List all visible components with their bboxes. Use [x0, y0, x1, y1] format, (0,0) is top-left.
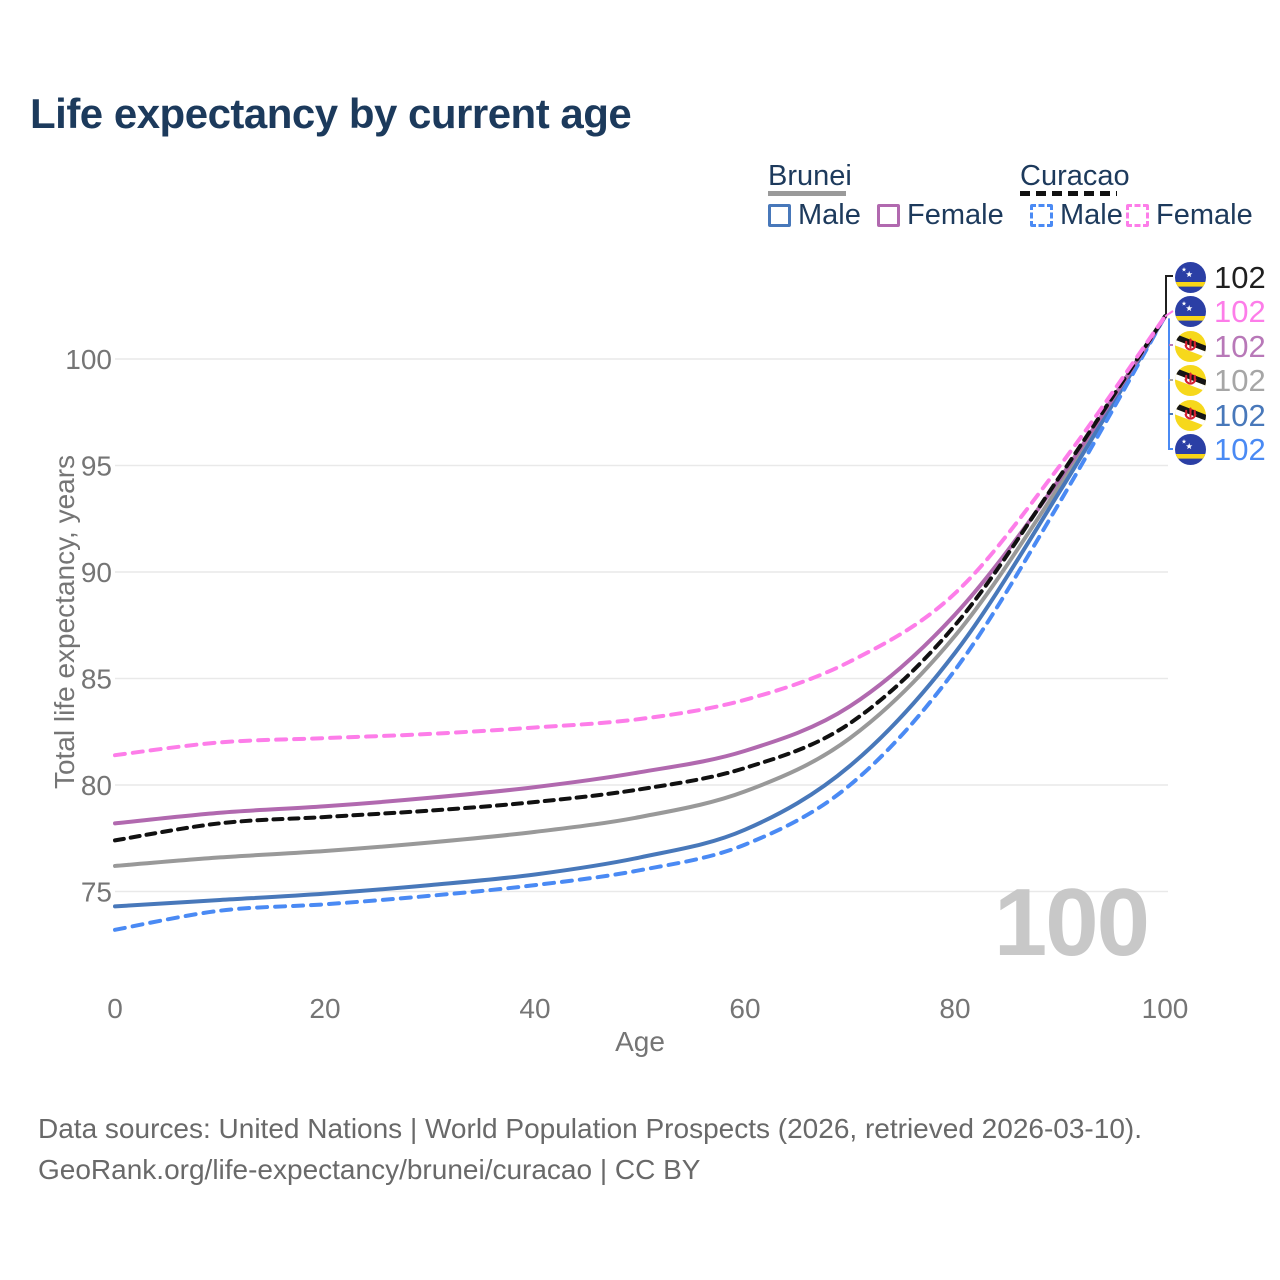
footer-attribution-line: GeoRank.org/life-expectancy/brunei/curac…	[38, 1154, 701, 1185]
end-label-value: 102	[1214, 293, 1266, 329]
brunei-flag-icon	[1175, 365, 1206, 396]
brunei-male-swatch-icon	[768, 204, 791, 227]
svg-text:90: 90	[81, 557, 112, 588]
end-label-row: 102	[1175, 433, 1266, 465]
svg-text:85: 85	[81, 664, 112, 695]
legend-group-brunei[interactable]: Brunei	[768, 160, 852, 192]
curacao-flag-icon	[1175, 296, 1206, 327]
legend-item-curacao-female[interactable]: Female	[1126, 199, 1253, 232]
svg-text:95: 95	[81, 451, 112, 482]
svg-text:0: 0	[107, 993, 123, 1024]
legend-item-label: Male	[798, 199, 861, 231]
svg-text:80: 80	[81, 770, 112, 801]
legend-item-brunei-female[interactable]: Female	[877, 199, 1004, 232]
legend-item-label: Female	[907, 199, 1004, 231]
curacao-male-swatch-icon	[1030, 204, 1053, 227]
brunei-female-swatch-icon	[877, 204, 900, 227]
legend-group-curacao[interactable]: Curacao	[1020, 160, 1130, 192]
svg-text:100: 100	[1142, 993, 1189, 1024]
svg-text:75: 75	[81, 877, 112, 908]
legend-item-curacao-male[interactable]: Male	[1030, 199, 1123, 232]
curacao-flag-icon	[1175, 434, 1206, 465]
svg-text:40: 40	[519, 993, 550, 1024]
end-label-value: 102	[1214, 397, 1266, 433]
series-line	[113, 314, 1167, 758]
end-label-row: 102	[1175, 295, 1266, 327]
curacao-female-swatch-icon	[1126, 204, 1149, 227]
end-label-row: 102	[1175, 399, 1266, 431]
series-line	[113, 314, 1167, 932]
series-line	[113, 314, 1167, 826]
footer-sources-line: Data sources: United Nations | World Pop…	[38, 1113, 1143, 1144]
svg-text:100: 100	[65, 344, 112, 375]
end-label-value: 102	[1214, 259, 1266, 295]
series-line	[113, 314, 1167, 843]
end-label-value: 102	[1214, 362, 1266, 398]
y-axis-title: Total life expectancy, years	[49, 454, 80, 790]
legend-curacao-line-sample	[1020, 191, 1117, 196]
end-label-row: 102	[1175, 330, 1266, 362]
data-sources-footer: Data sources: United Nations | World Pop…	[38, 1108, 1142, 1190]
svg-text:80: 80	[939, 993, 970, 1024]
svg-text:20: 20	[309, 993, 340, 1024]
svg-text:60: 60	[729, 993, 760, 1024]
legend-item-brunei-male[interactable]: Male	[768, 199, 861, 232]
legend-item-label: Male	[1060, 199, 1123, 231]
curacao-flag-icon	[1175, 262, 1206, 293]
series-line	[113, 314, 1167, 909]
watermark-age-value: 100	[993, 869, 1150, 976]
brunei-flag-icon	[1175, 331, 1206, 362]
page-title: Life expectancy by current age	[30, 90, 632, 137]
end-label-value: 102	[1214, 431, 1266, 467]
x-axis-title: Age	[615, 1026, 665, 1057]
end-label-value: 102	[1214, 328, 1266, 364]
end-label-row: 102	[1175, 261, 1266, 293]
brunei-flag-icon	[1175, 400, 1206, 431]
legend-item-label: Female	[1156, 199, 1253, 231]
end-label-row: 102	[1175, 364, 1266, 396]
series-line	[113, 314, 1167, 868]
legend-brunei-line-sample	[768, 191, 846, 196]
